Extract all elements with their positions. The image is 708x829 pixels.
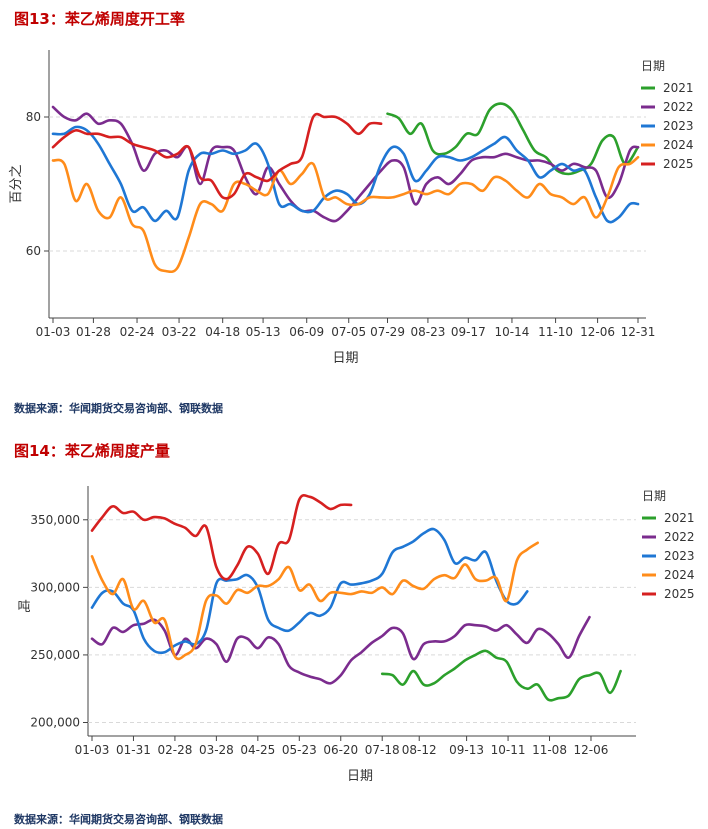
chart1-x-tick-label: 12-06: [580, 325, 615, 339]
chart1-legend-label-2022: 2022: [663, 100, 694, 114]
chart2-y-tick-label: 300,000: [30, 580, 80, 594]
chart1-x-tick-label: 08-23: [410, 325, 445, 339]
chart1-series-line-2025: [51, 112, 383, 200]
chart1-figure-title: 图13：苯乙烯周度开工率: [14, 10, 185, 28]
chart2-series-line-2023: [90, 527, 529, 655]
chart2-y-tick-label: 200,000: [30, 715, 80, 729]
chart2-x-tick-label: 12-06: [574, 743, 609, 757]
chart1-legend-title: 日期: [641, 59, 665, 73]
chart2-x-tick-label: 05-23: [282, 743, 317, 757]
chart2-legend-label-2021: 2021: [664, 511, 695, 525]
chart2-x-tick-label: 01-31: [116, 743, 151, 757]
chart1-x-tick-label: 04-18: [205, 325, 240, 339]
chart2-x-tick-label: 04-25: [240, 743, 275, 757]
chart1-legend-label-2021: 2021: [663, 81, 694, 95]
chart2-x-axis-title: 日期: [347, 769, 373, 784]
chart2-y-tick-label: 350,000: [30, 513, 80, 527]
chart1-svg: 60 80 01-03 01-28 02-24 03-22 04-18 05-13 06-09 0…: [9, 50, 694, 366]
chart2-x-tick-label: 02-28: [157, 743, 192, 757]
chart1-x-tick-label: 12-31: [621, 325, 656, 339]
chart2-figure-title: 图14：苯乙烯周度产量: [14, 442, 170, 460]
chart2-x-tick-label: 06-20: [323, 743, 358, 757]
chart1-legend-label-2024: 2024: [663, 138, 694, 152]
chart1-legend-label-2023: 2023: [663, 119, 694, 133]
chart2-series-line-2021: [380, 649, 622, 702]
chart2-x-tick-label: 08-12: [402, 743, 437, 757]
chart1-x-tick-label: 06-09: [289, 325, 324, 339]
chart1-x-tick-label: 07-05: [331, 325, 366, 339]
chart1-x-tick-label: 03-22: [162, 325, 197, 339]
chart2-y-tick-label: 250,000: [30, 648, 80, 662]
chart2-series-line-2025: [90, 494, 353, 581]
chart2-x-tick-label: 03-28: [199, 743, 234, 757]
chart1-y-axis-title: 百分之: [9, 164, 24, 203]
chart2-x-tick-label: 10-11: [491, 743, 526, 757]
chart1-x-axis-title: 日期: [332, 351, 358, 366]
chart1-x-tick-label: 10-14: [495, 325, 530, 339]
chart2-legend-label-2023: 2023: [664, 549, 695, 563]
chart1-y-tick-label: 80: [26, 110, 41, 124]
chart1-x-tick-label: 01-03: [36, 325, 71, 339]
chart1-legend-label-2025: 2025: [663, 157, 694, 171]
chart1-series-line-2022: [51, 105, 640, 223]
chart2-legend-label-2024: 2024: [664, 568, 695, 582]
chart1-x-tick-label: 05-13: [246, 325, 281, 339]
chart1-series-line-2021: [386, 102, 640, 176]
chart1-x-tick-label: 09-17: [451, 325, 486, 339]
chart2-source-note: 数据来源：华闻期货交易咨询部、钢联数据: [14, 813, 223, 826]
chart1-x-tick-label: 02-24: [120, 325, 155, 339]
chart2-y-axis-title: 吨: [17, 600, 30, 615]
chart2-series-line-2024: [90, 541, 539, 661]
chart2-x-tick-label: 09-13: [449, 743, 484, 757]
chart1-series-line-2024: [51, 155, 640, 274]
chart1-x-tick-label: 07-29: [370, 325, 405, 339]
chart2-legend-title: 日期: [642, 489, 666, 503]
chart1-source-note: 数据来源：华闻期货交易咨询部、钢联数据: [14, 402, 223, 415]
chart2-svg: 200,000 250,000 300,000 350,000 01-03 01-31 02…: [17, 486, 695, 784]
chart2-legend-label-2022: 2022: [664, 530, 695, 544]
chart1-y-tick-label: 60: [26, 244, 41, 258]
chart1-series-line-2023: [51, 125, 640, 224]
chart1-x-tick-label: 01-28: [76, 325, 111, 339]
chart2-legend-label-2025: 2025: [664, 587, 695, 601]
chart2-x-tick-label: 07-18: [365, 743, 400, 757]
chart1-x-tick-label: 11-10: [538, 325, 573, 339]
chart2-x-tick-label: 01-03: [75, 743, 110, 757]
chart2-x-tick-label: 11-08: [532, 743, 567, 757]
